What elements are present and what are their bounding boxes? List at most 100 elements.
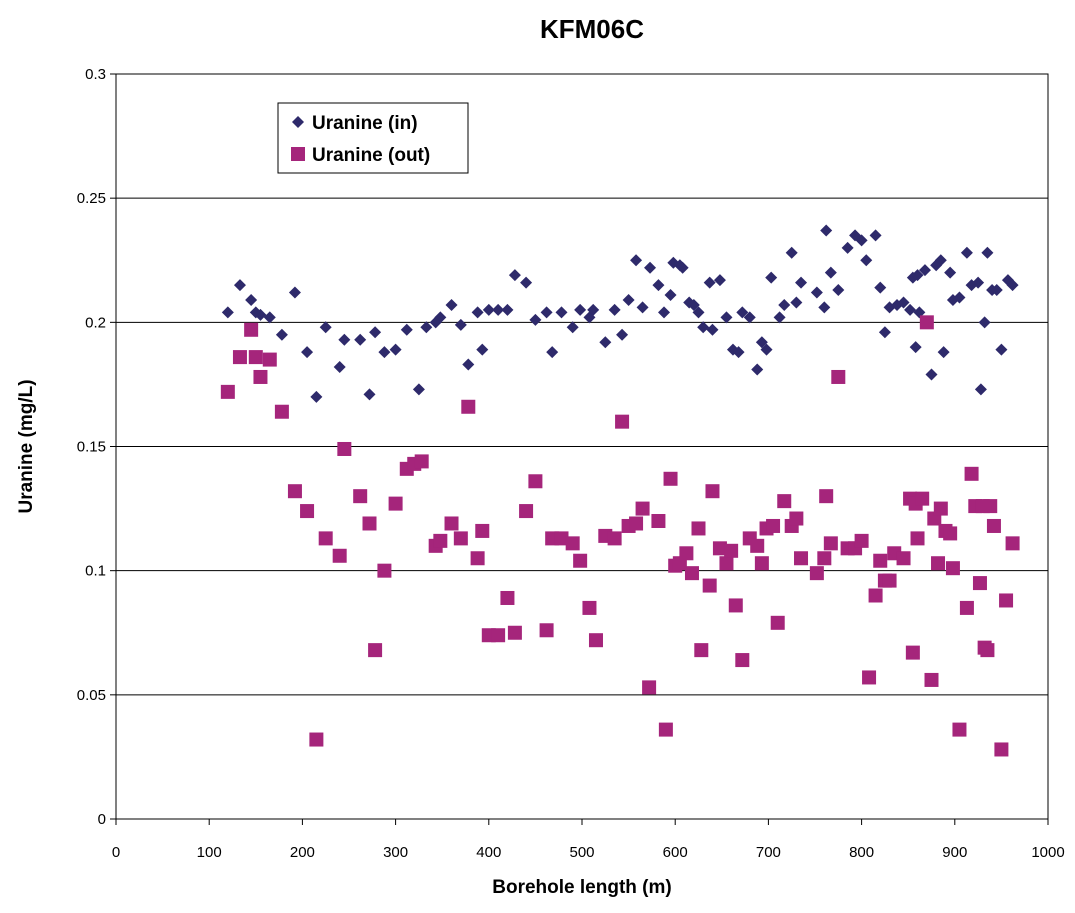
series-uranine-in bbox=[221, 224, 1019, 403]
uranine-in-point bbox=[937, 346, 950, 359]
uranine-out-point bbox=[565, 536, 580, 551]
legend-marker-uranine-out bbox=[291, 147, 305, 161]
uranine-in-point bbox=[755, 336, 768, 349]
uranine-out-point bbox=[491, 628, 506, 643]
uranine-in-point bbox=[454, 318, 467, 331]
y-tick-label: 0 bbox=[98, 811, 106, 828]
uranine-out-point bbox=[882, 573, 897, 588]
uranine-in-point bbox=[492, 303, 505, 316]
x-tick-label: 700 bbox=[756, 844, 781, 861]
uranine-out-point bbox=[910, 531, 925, 546]
uranine-out-point bbox=[972, 576, 987, 591]
uranine-in-point bbox=[354, 333, 367, 346]
uranine-out-point bbox=[728, 598, 743, 613]
series-uranine-out bbox=[220, 315, 1020, 757]
uranine-in-point bbox=[508, 269, 521, 282]
uranine-in-point bbox=[732, 346, 745, 359]
uranine-in-point bbox=[540, 306, 553, 319]
uranine-out-point bbox=[519, 504, 534, 519]
uranine-out-point bbox=[332, 548, 347, 563]
uranine-in-point bbox=[233, 279, 246, 292]
uranine-in-point bbox=[658, 306, 671, 319]
uranine-out-point bbox=[809, 566, 824, 581]
uranine-out-point bbox=[220, 384, 235, 399]
uranine-in-point bbox=[389, 343, 402, 356]
uranine-out-point bbox=[337, 441, 352, 456]
uranine-in-point bbox=[778, 298, 791, 311]
uranine-out-point bbox=[318, 531, 333, 546]
uranine-in-point bbox=[832, 284, 845, 297]
uranine-in-point bbox=[310, 390, 323, 403]
uranine-in-point bbox=[855, 234, 868, 247]
uranine-in-point bbox=[824, 266, 837, 279]
uranine-in-point bbox=[636, 301, 649, 314]
uranine-out-point bbox=[854, 533, 869, 548]
uranine-in-point bbox=[1006, 279, 1019, 292]
uranine-out-point bbox=[368, 643, 383, 658]
uranine-in-point bbox=[765, 271, 778, 284]
uranine-in-point bbox=[434, 311, 447, 324]
uranine-in-point bbox=[664, 289, 677, 302]
legend-box bbox=[277, 102, 469, 174]
uranine-in-point bbox=[692, 306, 705, 319]
uranine-in-point bbox=[263, 311, 276, 324]
uranine-out-point bbox=[831, 369, 846, 384]
uranine-out-point bbox=[873, 553, 888, 568]
uranine-in-point bbox=[743, 311, 756, 324]
uranine-out-point bbox=[615, 414, 630, 429]
uranine-out-point bbox=[719, 556, 734, 571]
uranine-out-point bbox=[777, 494, 792, 509]
y-tick-label: 0.1 bbox=[85, 563, 106, 580]
uranine-in-point bbox=[462, 358, 475, 371]
uranine-in-point bbox=[644, 261, 657, 274]
uranine-out-point bbox=[789, 511, 804, 526]
uranine-out-point bbox=[582, 600, 597, 615]
uranine-in-point bbox=[972, 276, 985, 289]
uranine-in-point bbox=[254, 308, 267, 321]
uranine-out-point bbox=[896, 551, 911, 566]
x-tick-label: 300 bbox=[383, 844, 408, 861]
uranine-out-point bbox=[274, 404, 289, 419]
uranine-out-point bbox=[635, 501, 650, 516]
uranine-in-point bbox=[841, 241, 854, 254]
uranine-out-point bbox=[663, 471, 678, 486]
y-tick-label: 0.25 bbox=[77, 190, 106, 207]
uranine-in-point bbox=[471, 306, 484, 319]
uranine-out-point bbox=[554, 531, 569, 546]
uranine-in-point bbox=[221, 306, 234, 319]
uranine-out-point bbox=[588, 633, 603, 648]
uranine-in-point bbox=[713, 274, 726, 287]
uranine-in-point bbox=[918, 264, 931, 277]
uranine-in-point bbox=[319, 321, 332, 334]
uranine-out-point bbox=[629, 516, 644, 531]
uranine-out-point bbox=[232, 350, 247, 365]
uranine-in-point bbox=[529, 313, 542, 326]
uranine-in-point bbox=[574, 303, 587, 316]
uranine-in-point bbox=[555, 306, 568, 319]
uranine-in-point bbox=[981, 246, 994, 259]
uranine-out-point bbox=[919, 315, 934, 330]
uranine-in-point bbox=[420, 321, 433, 334]
uranine-in-point bbox=[974, 383, 987, 396]
uranine-in-point bbox=[820, 224, 833, 237]
uranine-out-point bbox=[287, 484, 302, 499]
uranine-out-point bbox=[475, 523, 490, 538]
uranine-in-point bbox=[245, 293, 258, 306]
uranine-out-point bbox=[980, 643, 995, 658]
uranine-in-point bbox=[953, 291, 966, 304]
uranine-out-point bbox=[453, 531, 468, 546]
uranine-out-point bbox=[994, 742, 1009, 757]
uranine-in-point bbox=[333, 361, 346, 374]
uranine-in-point bbox=[363, 388, 376, 401]
legend: Uranine (in) Uranine (out) bbox=[277, 102, 469, 174]
uranine-out-point bbox=[817, 551, 832, 566]
uranine-in-point bbox=[622, 293, 635, 306]
uranine-out-point bbox=[868, 588, 883, 603]
uranine-in-point bbox=[878, 326, 891, 339]
y-tick-label: 0.05 bbox=[77, 687, 106, 704]
uranine-in-point bbox=[818, 301, 831, 314]
uranine-in-point bbox=[911, 269, 924, 282]
uranine-out-point bbox=[642, 680, 657, 695]
uranine-in-point bbox=[897, 296, 910, 309]
uranine-out-point bbox=[750, 538, 765, 553]
